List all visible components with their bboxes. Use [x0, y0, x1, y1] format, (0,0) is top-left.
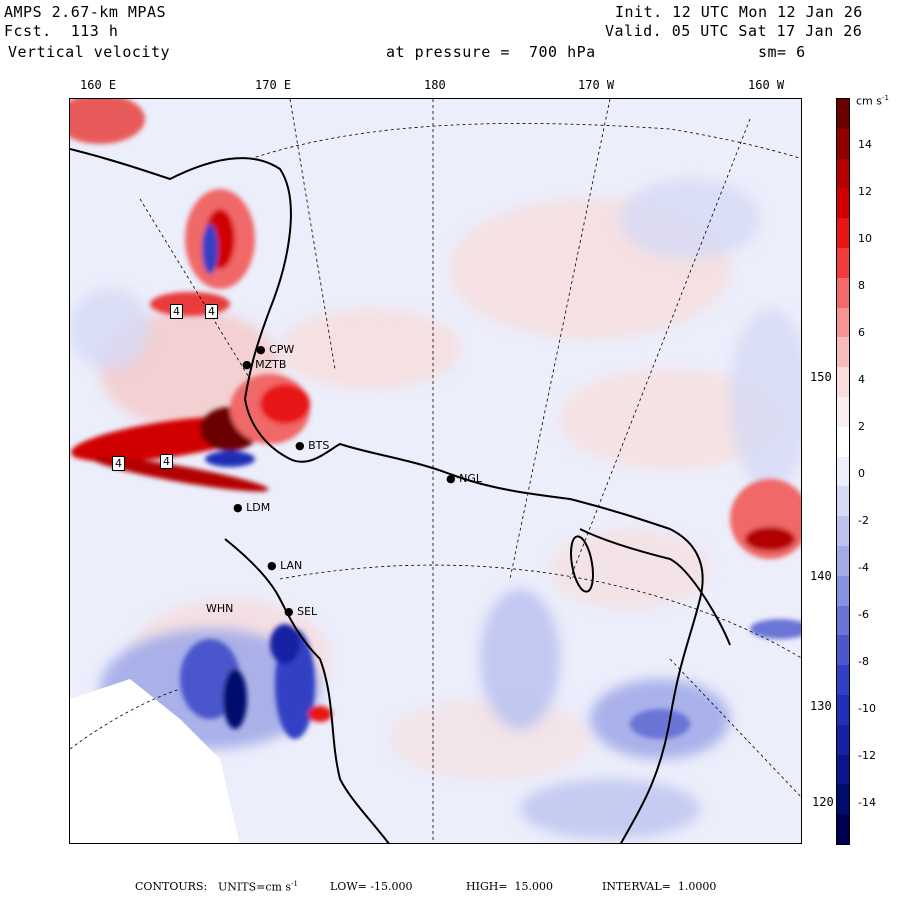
init-time: Init. 12 UTC Mon 12 Jan 26: [615, 3, 863, 21]
contour-label: 4: [160, 454, 173, 469]
colorbar-swatch: [837, 337, 849, 368]
lon-tick-160w: 160 W: [748, 78, 785, 92]
station-bts: ● BTS: [295, 439, 330, 452]
vertical-velocity-map: ● CPW ● MZTB ● BTS ● NGL ● LDM ● LAN ● S…: [69, 98, 802, 844]
station-label-lan: LAN: [280, 559, 303, 572]
model-title: AMPS 2.67-km MPAS: [4, 3, 167, 21]
station-label-sel: SEL: [297, 605, 318, 618]
lon-tick-170w: 170 W: [578, 78, 615, 92]
contour-label: 4: [205, 304, 218, 319]
station-label-ngl: NGL: [459, 472, 482, 485]
lon-tick-180: 180: [424, 78, 446, 92]
station-cpw: ● CPW: [256, 343, 295, 356]
colorbar-swatch: [837, 635, 849, 666]
coastline: [70, 148, 731, 843]
graticule: [70, 99, 801, 843]
colorbar-tick-label: -8: [858, 655, 869, 668]
station-mztb: ● MZTB: [242, 358, 287, 371]
pressure-level: at pressure = 700 hPa: [386, 43, 596, 61]
colorbar-tick-label: -14: [858, 796, 876, 809]
colorbar-swatch: [837, 128, 849, 160]
station-label-ldm: LDM: [246, 501, 271, 514]
colorbar-tick-label: 8: [858, 279, 865, 292]
station-whn: WHN: [206, 602, 233, 615]
footer-high: HIGH= 15.000: [466, 880, 554, 893]
valid-time: Valid. 05 UTC Sat 17 Jan 26: [605, 22, 863, 40]
colorbar-tick-label: -10: [858, 702, 876, 715]
colorbar-swatch: [837, 605, 849, 636]
no-data-area: [70, 679, 240, 843]
colorbar-tick-label: 6: [858, 326, 865, 339]
colorbar-swatch: [837, 724, 849, 756]
station-sel: ● SEL: [284, 605, 318, 618]
colorbar-swatch: [837, 546, 849, 577]
colorbar-tick-label: -2: [858, 514, 869, 527]
smoothing: sm= 6: [758, 43, 806, 61]
colorbar-tick-label: 0: [858, 467, 865, 480]
colorbar-swatch: [837, 158, 849, 189]
colorbar-swatch: [837, 218, 849, 249]
colorbar-tick-label: -12: [858, 749, 876, 762]
footer-units: UNITS=cm s-1: [218, 880, 298, 894]
forecast-hour: Fcst. 113 h: [4, 22, 119, 40]
colorbar-swatch: [837, 695, 849, 726]
strong-features: [70, 99, 801, 739]
colorbar-swatch: [837, 516, 849, 547]
footer-interval: INTERVAL= 1.0000: [602, 880, 717, 893]
colorbar-swatch: [837, 665, 849, 696]
colorbar-tick-label: 10: [858, 232, 872, 245]
colorbar-swatch: [837, 486, 849, 517]
lon-tick-170e: 170 E: [255, 78, 292, 92]
contour-label: 4: [112, 456, 125, 471]
colorbar-swatch: [837, 99, 849, 130]
station-label-bts: BTS: [308, 439, 330, 452]
colorbar-swatch: [837, 307, 849, 338]
lon-tick-160e: 160 E: [80, 78, 117, 92]
contour-label: 4: [170, 304, 183, 319]
colorbar-swatch: [837, 188, 849, 219]
colorbar: [836, 98, 850, 845]
colorbar-swatch: [837, 277, 849, 309]
colorbar-swatch: [837, 397, 849, 428]
colorbar-swatch: [837, 754, 849, 785]
station-ngl: ● NGL: [446, 472, 482, 485]
station-label-mztb: MZTB: [255, 358, 287, 371]
colorbar-swatch: [837, 456, 849, 487]
colorbar-swatch: [837, 426, 849, 458]
colorbar-swatch: [837, 784, 849, 815]
colorbar-swatch: [837, 248, 849, 279]
colorbar-tick-label: 14: [858, 138, 872, 151]
colorbar-tick-label: -6: [858, 608, 869, 621]
colorbar-swatch: [837, 367, 849, 398]
station-label-whn: WHN: [206, 602, 234, 615]
colorbar-tick-label: -4: [858, 561, 869, 574]
colorbar-tick-label: 2: [858, 420, 865, 433]
colorbar-units: cm s-1: [856, 94, 889, 108]
station-lan: ● LAN: [267, 559, 303, 572]
footer-contours: CONTOURS:: [135, 880, 208, 893]
station-label-cpw: CPW: [269, 343, 295, 356]
footer-low: LOW= -15.000: [330, 880, 413, 893]
station-ldm: ● LDM: [233, 501, 271, 514]
colorbar-tick-label: 4: [858, 373, 865, 386]
colorbar-tick-label: 12: [858, 185, 872, 198]
field-name: Vertical velocity: [8, 43, 171, 61]
colorbar-swatch: [837, 575, 849, 607]
colorbar-swatch: [837, 814, 849, 845]
map-svg: [70, 99, 801, 843]
